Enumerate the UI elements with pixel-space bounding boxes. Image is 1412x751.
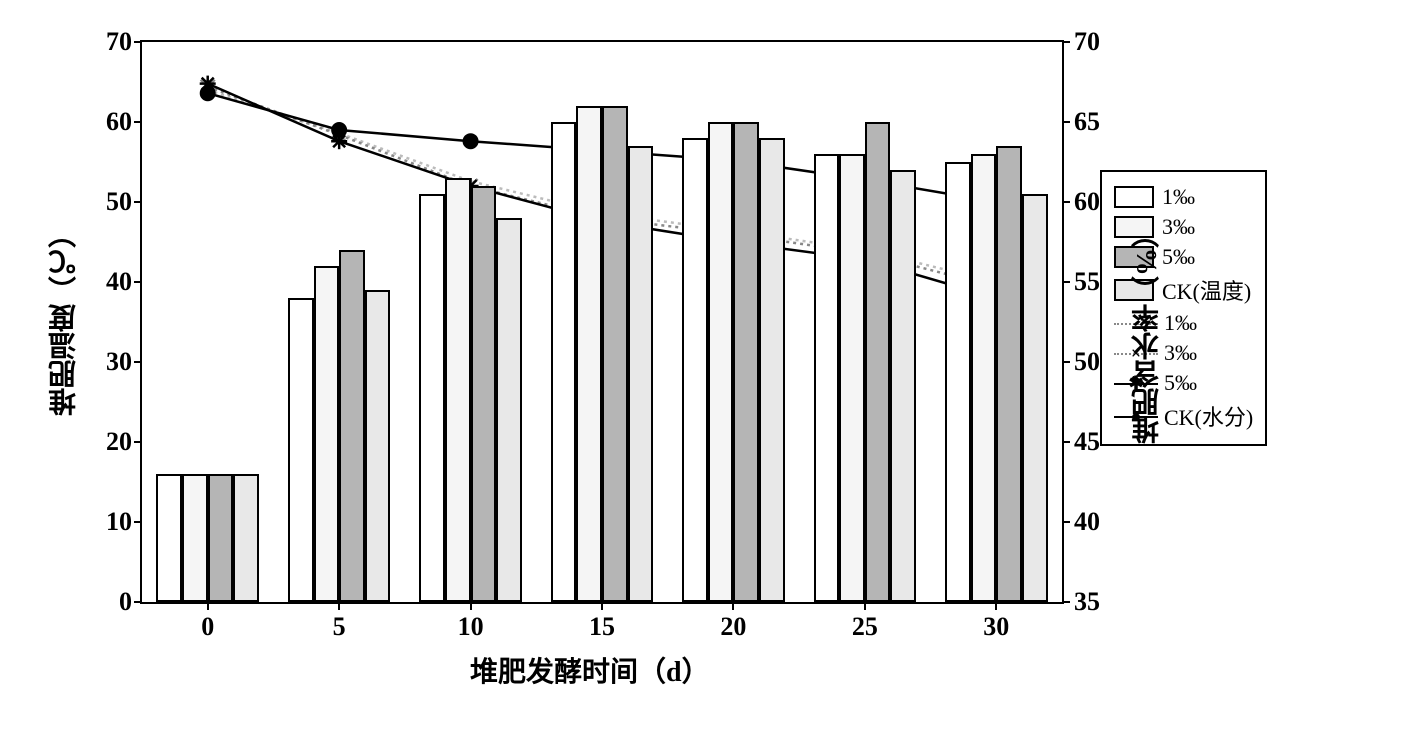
plot-area: 0102030405060703540455055606570051015202… [140, 40, 1064, 604]
y-axis-left-label: 堆肥温度（℃） [45, 220, 85, 416]
legend-swatch [1114, 186, 1154, 208]
x-axis-label: 堆肥发酵时间（d） [470, 650, 710, 690]
bar [865, 122, 891, 602]
bar [628, 146, 654, 602]
bar [1022, 194, 1048, 602]
compost-chart: 0102030405060703540455055606570051015202… [20, 20, 1412, 731]
bar [839, 154, 865, 602]
bar [576, 106, 602, 602]
bar [733, 122, 759, 602]
legend-label: 5‰ [1164, 370, 1197, 396]
bar [496, 218, 522, 602]
bar [682, 138, 708, 602]
bar [365, 290, 391, 602]
bar [233, 474, 259, 602]
bar [208, 474, 234, 602]
bar [602, 106, 628, 602]
bar [471, 186, 497, 602]
bar [759, 138, 785, 602]
legend-label: CK(温度) [1162, 274, 1251, 306]
legend-label: 1‰ [1164, 310, 1197, 336]
bar [996, 146, 1022, 602]
bar [890, 170, 916, 602]
legend: 1‰3‰5‰CK(温度)1‰×3‰✱5‰●CK(水分) [1100, 170, 1267, 446]
legend-item: 1‰ [1114, 184, 1253, 210]
bar [339, 250, 365, 602]
y-axis-right-label: 堆肥含水率（%） [1128, 220, 1168, 444]
bar [945, 162, 971, 602]
bar [288, 298, 314, 602]
bar [314, 266, 340, 602]
bar [551, 122, 577, 602]
bar [445, 178, 471, 602]
bar [814, 154, 840, 602]
legend-label: CK(水分) [1164, 400, 1253, 432]
legend-label: 3‰ [1164, 340, 1197, 366]
bar [419, 194, 445, 602]
bar [156, 474, 182, 602]
bar [971, 154, 997, 602]
bar [708, 122, 734, 602]
bar [182, 474, 208, 602]
legend-label: 1‰ [1162, 184, 1195, 210]
